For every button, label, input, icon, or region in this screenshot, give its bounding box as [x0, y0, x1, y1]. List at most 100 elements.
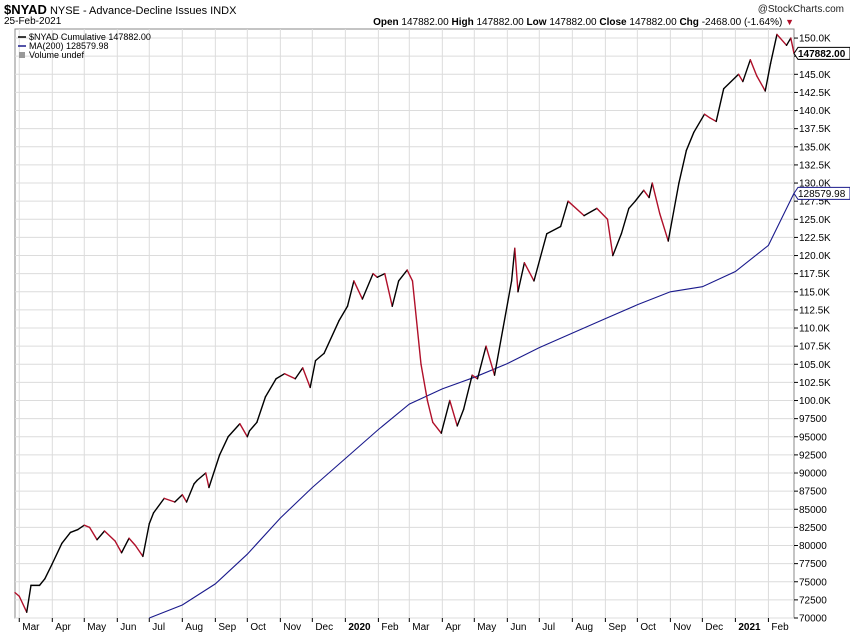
- symbol: $NYAD: [4, 2, 47, 17]
- price-segment: [749, 59, 758, 77]
- price-segment: [264, 378, 277, 398]
- x-tick-label: Oct: [640, 622, 656, 633]
- price-segment: [128, 537, 137, 547]
- price-segment: [83, 524, 91, 529]
- price-segment: [628, 200, 636, 210]
- price-segment: [411, 280, 422, 365]
- price-segment: [208, 454, 221, 489]
- price-segment: [239, 423, 249, 438]
- price-segment: [634, 189, 645, 202]
- price-segment: [722, 73, 740, 90]
- price-segment: [432, 421, 442, 434]
- y-tick-label: 142.5K: [799, 88, 831, 99]
- price-segment: [283, 373, 296, 380]
- x-tick-label: Apr: [55, 622, 71, 633]
- price-segment: [323, 320, 340, 355]
- price-segment: [502, 280, 513, 329]
- price-segment: [148, 512, 155, 525]
- price-segment: [51, 542, 63, 565]
- price-segment: [227, 423, 241, 438]
- x-tick-label: Jun: [510, 622, 526, 633]
- y-tick-label: 115.0K: [799, 287, 830, 298]
- x-tick-label: 2021: [738, 622, 761, 633]
- price-segment: [756, 75, 766, 92]
- x-tick-label: Mar: [412, 622, 430, 633]
- price-segment: [163, 497, 176, 503]
- x-tick-label: Jul: [542, 622, 555, 633]
- price-segment: [142, 523, 150, 558]
- x-tick-label: Sep: [608, 622, 626, 633]
- x-tick-label: Sep: [218, 622, 236, 633]
- legend-price: $NYAD Cumulative 147882.00: [29, 32, 151, 42]
- last-price-label: 147882.00: [798, 49, 846, 60]
- y-tick-label: 107.5K: [799, 342, 831, 353]
- y-tick-label: 105.0K: [799, 360, 831, 371]
- price-segment: [715, 88, 725, 123]
- price-segment: [651, 182, 661, 215]
- price-segment: [134, 544, 144, 558]
- close-label: Close: [599, 17, 627, 28]
- y-tick-label: 70000: [799, 614, 827, 625]
- price-segment: [693, 113, 706, 134]
- y-tick-label: 77500: [799, 559, 827, 570]
- price-segment: [709, 117, 717, 123]
- price-segment: [114, 540, 123, 554]
- price-segment: [44, 562, 53, 580]
- price-segment: [440, 399, 451, 434]
- open-label: Open: [373, 17, 399, 28]
- y-tick-label: 150.0K: [799, 34, 831, 45]
- y-tick-label: 72500: [799, 595, 827, 606]
- price-segment: [779, 37, 788, 47]
- price-segment: [120, 537, 130, 554]
- y-tick-label: 122.5K: [799, 233, 831, 244]
- price-segment: [648, 182, 653, 199]
- price-segment: [546, 225, 562, 235]
- legend: $NYAD Cumulative 147882.00 MA(200) 12857…: [18, 32, 151, 60]
- y-tick-label: 95000: [799, 432, 827, 443]
- price-segment: [667, 182, 680, 242]
- price-segment: [769, 33, 778, 65]
- x-tick-label: May: [87, 622, 106, 633]
- y-tick-label: 97500: [799, 414, 827, 425]
- y-tick-label: 135.0K: [799, 142, 831, 153]
- price-segment: [61, 531, 72, 545]
- chg-label: Chg: [679, 17, 699, 28]
- price-segment: [309, 359, 317, 389]
- y-tick-label: 87500: [799, 487, 827, 498]
- price-segment: [471, 374, 479, 380]
- price-segment: [218, 436, 229, 456]
- price-segment: [420, 363, 429, 402]
- y-tick-label: 80000: [799, 541, 827, 552]
- price-segment: [376, 272, 386, 278]
- y-tick-label: 75000: [799, 577, 827, 588]
- y-axis-ticks: 70000 72500 75000 77500 80000 82500 85000 87500…: [794, 34, 831, 625]
- x-tick-label: Feb: [381, 622, 399, 633]
- price-segment: [462, 374, 473, 410]
- price-segment: [685, 131, 695, 152]
- price-segment: [776, 33, 781, 39]
- description: NYSE - Advance-Decline Issues: [49, 5, 208, 17]
- price-segment: [606, 218, 614, 257]
- price-segment: [302, 367, 311, 389]
- price-segment: [185, 483, 195, 503]
- x-tick-label: Nov: [673, 622, 691, 633]
- price-segment: [533, 233, 548, 282]
- price-segment: [96, 530, 106, 541]
- x-tick-label: Apr: [445, 622, 461, 633]
- price-segment: [338, 305, 349, 322]
- price-segment: [785, 37, 792, 47]
- y-tick-label: 145.0K: [799, 70, 831, 81]
- high-label: High: [451, 17, 474, 28]
- price-segment: [38, 578, 46, 587]
- legend-swatch-volume: [19, 52, 25, 58]
- price-segment: [205, 472, 210, 489]
- price-segment: [596, 207, 609, 220]
- legend-volume: Volume undef: [29, 50, 85, 60]
- price-segment: [275, 373, 286, 380]
- price-segment: [514, 247, 519, 293]
- price-segment: [678, 149, 688, 184]
- x-tick-label: May: [477, 622, 496, 633]
- price-segment: [620, 207, 630, 235]
- price-segment: [314, 352, 325, 362]
- price-segment: [659, 212, 669, 242]
